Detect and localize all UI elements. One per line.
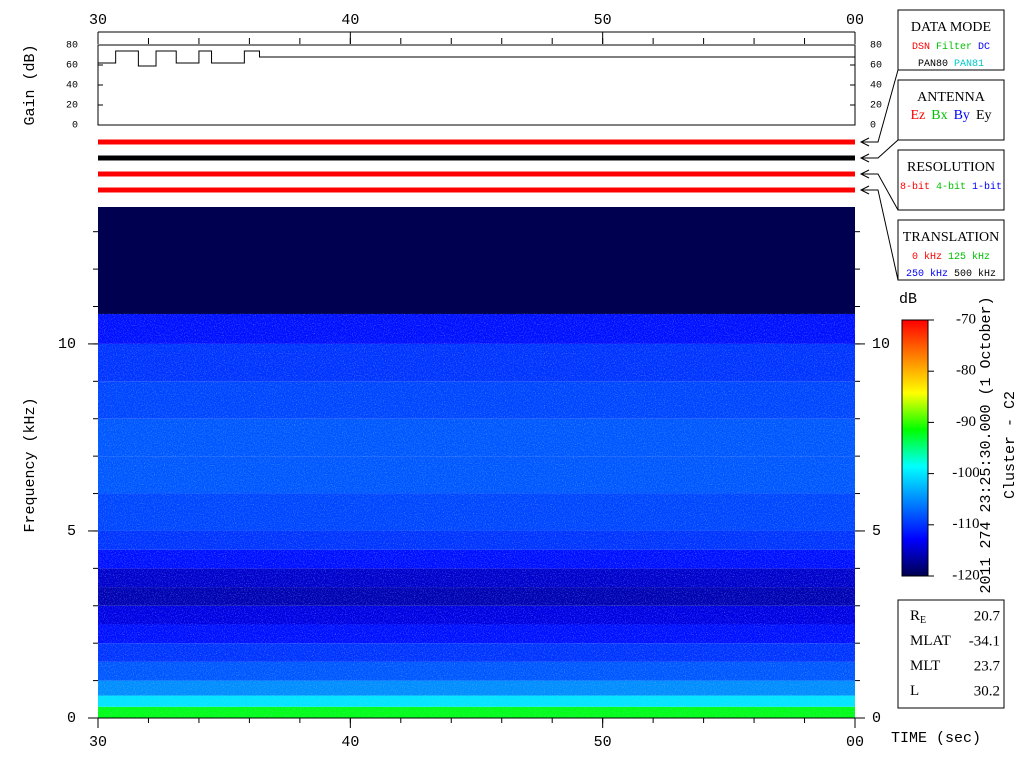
colorbar-tick-label: -70 <box>956 311 976 327</box>
legend-item: DC <box>978 42 990 53</box>
gain-tick-label-right: 40 <box>870 81 882 92</box>
arrowhead <box>859 153 870 163</box>
freq-tick-label: 0 <box>67 710 76 727</box>
legend-box <box>897 9 1005 71</box>
gain-line <box>98 50 855 67</box>
info-label-text: L <box>910 683 919 699</box>
gain-axis-label: Gain (dB) <box>22 44 39 125</box>
legend-item: Filter <box>936 41 972 53</box>
colorbar-tick-label: -100 <box>952 465 980 481</box>
x-tick-label-bottom: 00 <box>846 734 864 751</box>
legend-item: Ey <box>976 108 992 123</box>
info-value: -34.1 <box>969 633 1000 649</box>
colorbar-tick-label: -120 <box>952 567 980 583</box>
legend-item: By <box>954 108 970 123</box>
arrowhead <box>859 185 870 195</box>
info-label: RE <box>910 608 926 626</box>
spacecraft: Cluster - C2 <box>1002 391 1019 499</box>
info-label-text: R <box>910 608 920 624</box>
gain-tick-label: 40 <box>66 81 78 92</box>
freq-axis-label: Frequency (kHz) <box>22 397 39 532</box>
spectrogram-band <box>98 207 855 314</box>
legend-row: 8-bit 4-bit 1-bit <box>900 181 1002 193</box>
legend-item: 250 kHz <box>906 268 948 280</box>
legend-item: Bx <box>931 108 947 123</box>
freq-tick-label: 10 <box>58 336 76 353</box>
connector <box>861 139 899 159</box>
x-tick-label-bottom: 40 <box>341 734 359 751</box>
legend-row: Ez Bx By Ey <box>910 108 991 123</box>
legend-item: 500 kHz <box>954 268 996 280</box>
gain-tick-label: 20 <box>66 101 78 112</box>
colorbar-label: dB <box>899 291 917 308</box>
legend-row: DSN Filter DC <box>912 41 990 53</box>
info-value: 30.2 <box>974 683 1000 699</box>
legend-item: PAN80 <box>918 59 948 70</box>
x-tick-label-top: 00 <box>846 12 864 29</box>
freq-tick-label-right: 5 <box>872 523 881 540</box>
legend-item: 4-bit <box>936 181 966 193</box>
arrowhead <box>859 169 870 179</box>
gain-tick-label: 60 <box>66 61 78 72</box>
arrowhead <box>859 137 870 147</box>
noise-texture <box>98 313 855 718</box>
legend-item: PAN81 <box>954 59 984 70</box>
legend-row: PAN80 PAN81 <box>918 59 984 70</box>
legend-item: 0 kHz <box>912 251 942 263</box>
info-label: MLT <box>910 658 940 674</box>
legend-box <box>897 219 1005 281</box>
legend-title: TRANSLATION <box>903 230 999 245</box>
legend-item: 125 kHz <box>948 251 990 263</box>
connector <box>861 69 899 143</box>
legend-item: 8-bit <box>900 181 930 193</box>
freq-tick-label-right: 0 <box>872 710 881 727</box>
gain-tick-label: 80 <box>66 41 78 52</box>
colorbar-tick-label: -110 <box>953 516 980 532</box>
legend-row: 0 kHz 125 kHz <box>912 251 990 263</box>
time-axis-label: TIME (sec) <box>891 730 981 747</box>
x-tick-label-bottom: 50 <box>594 734 612 751</box>
colorbar-tick-label: -90 <box>956 414 976 430</box>
freq-tick-label-right: 10 <box>872 336 890 353</box>
timestamp: 2011 274 23:25:30.000 (1 October) <box>978 296 995 593</box>
info-value: 23.7 <box>974 658 1001 674</box>
x-tick-label-top: 40 <box>341 12 359 29</box>
legend-box <box>897 149 1005 211</box>
colorbar-tick-label: -80 <box>956 363 976 379</box>
info-value: 20.7 <box>974 608 1001 624</box>
x-tick-label-top: 30 <box>89 12 107 29</box>
gain-tick-label-right: 60 <box>870 61 882 72</box>
connector <box>861 173 899 211</box>
legend-title: RESOLUTION <box>907 160 995 175</box>
info-label-text: MLAT <box>910 633 951 649</box>
legend-title: DATA MODE <box>911 20 991 35</box>
legend-title: ANTENNA <box>917 90 986 105</box>
legend-item: 1-bit <box>972 181 1002 193</box>
legend-item: Ez <box>910 108 925 123</box>
legend-row: 250 kHz 500 kHz <box>906 268 996 280</box>
x-tick-label-bottom: 30 <box>89 734 107 751</box>
connector <box>861 189 899 281</box>
info-label-text: MLT <box>910 658 940 674</box>
info-label-sub: E <box>920 615 926 626</box>
x-tick-label-top: 50 <box>594 12 612 29</box>
freq-tick-label: 5 <box>67 523 76 540</box>
gain-tick-label: 0 <box>72 121 78 132</box>
legend-item: DSN <box>912 42 930 53</box>
legend-box <box>897 79 1005 141</box>
info-label: L <box>910 683 919 699</box>
gain-tick-label-right: 80 <box>870 41 882 52</box>
info-label: MLAT <box>910 633 951 649</box>
colorbar <box>901 319 929 577</box>
info-box <box>897 599 1005 709</box>
gain-tick-label-right: 0 <box>870 121 876 132</box>
gain-tick-label-right: 20 <box>870 101 882 112</box>
